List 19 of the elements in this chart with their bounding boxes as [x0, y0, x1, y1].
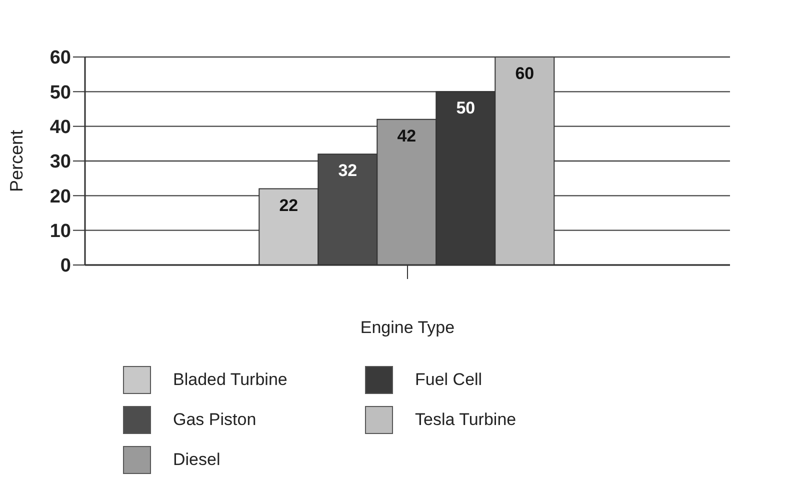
y-tick-label: 10 — [50, 221, 71, 242]
legend-label: Gas Piston — [173, 410, 256, 430]
legend-label: Tesla Turbine — [415, 410, 516, 430]
y-tick-label: 30 — [50, 152, 71, 173]
data-label: 22 — [279, 196, 298, 215]
legend-label: Diesel — [173, 450, 220, 470]
y-tick-label: 0 — [60, 256, 71, 277]
y-axis-title: Percent — [6, 130, 26, 192]
y-tick-label: 50 — [50, 82, 71, 104]
data-label: 60 — [515, 64, 534, 84]
data-label: 50 — [456, 98, 476, 118]
x-axis-title: Engine Type — [360, 318, 455, 337]
data-label: 42 — [397, 126, 416, 146]
y-tick-label: 20 — [50, 186, 71, 208]
legend-label: Bladed Turbine — [173, 370, 288, 390]
y-tick-label: 40 — [50, 117, 71, 138]
legend-label: Fuel Cell — [415, 370, 482, 390]
y-tick-label: 60 — [50, 48, 71, 69]
data-label: 32 — [338, 161, 358, 180]
